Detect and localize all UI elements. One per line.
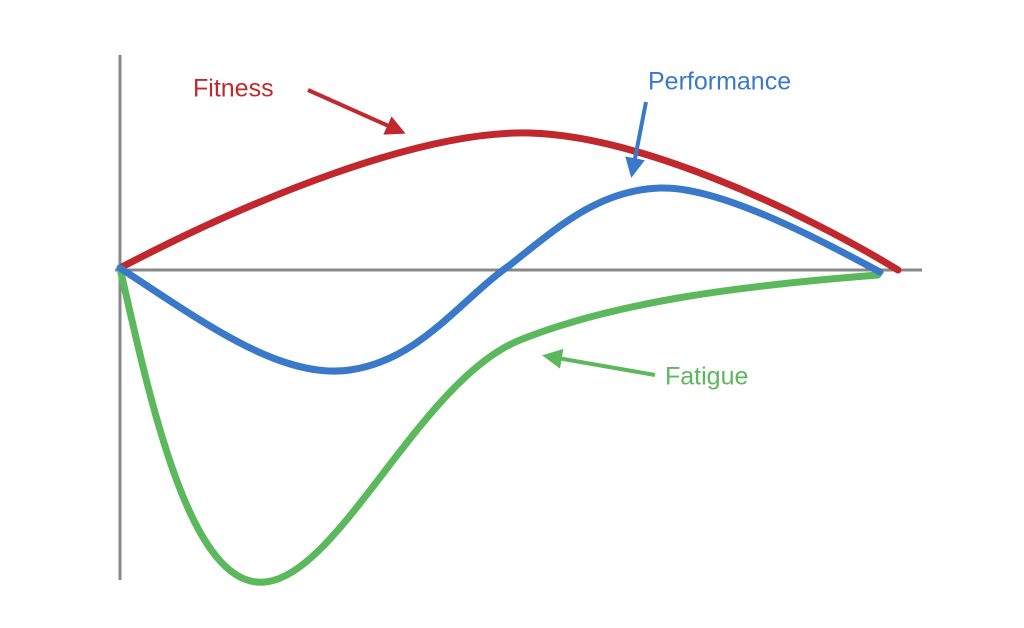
performance-label: Performance	[648, 68, 791, 96]
fatigue-label: Fatigue	[665, 363, 748, 391]
fitness-curve	[116, 129, 902, 274]
fatigue-arrow	[542, 348, 656, 377]
fatigue-curve	[116, 264, 882, 586]
fitness-arrow	[307, 88, 406, 135]
performance-curve	[116, 184, 884, 375]
fitness-label: Fitness	[193, 75, 274, 103]
performance-arrow	[625, 101, 648, 178]
